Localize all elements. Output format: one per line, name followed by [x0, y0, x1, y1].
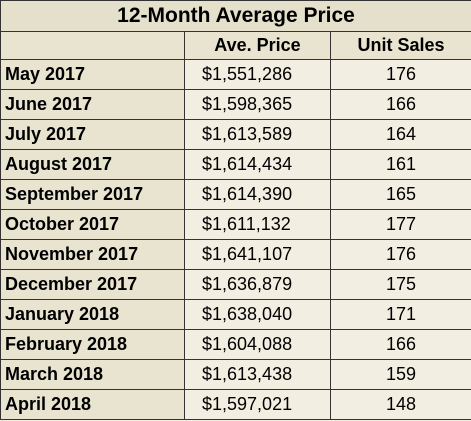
table-row: February 2018 $1,604,088 166 — [0, 329, 471, 360]
table-row: August 2017 $1,614,434 161 — [0, 149, 471, 180]
units-cell: 176 — [330, 239, 471, 270]
units-cell: 175 — [330, 269, 471, 300]
header-ave-price: Ave. Price — [184, 31, 331, 60]
price-cell: $1,614,390 — [184, 179, 331, 210]
units-cell: 159 — [330, 359, 471, 390]
month-cell: July 2017 — [0, 119, 185, 150]
price-cell: $1,604,088 — [184, 329, 331, 360]
month-cell: February 2018 — [0, 329, 185, 360]
units-cell: 148 — [330, 389, 471, 420]
header-month — [0, 31, 185, 60]
price-cell: $1,613,438 — [184, 359, 331, 390]
month-cell: April 2018 — [0, 389, 185, 420]
header-row: Ave. Price Unit Sales — [0, 31, 471, 60]
month-cell: June 2017 — [0, 89, 185, 120]
table-row: July 2017 $1,613,589 164 — [0, 119, 471, 150]
table-row: January 2018 $1,638,040 171 — [0, 299, 471, 330]
units-cell: 165 — [330, 179, 471, 210]
table-row: June 2017 $1,598,365 166 — [0, 89, 471, 120]
month-cell: August 2017 — [0, 149, 185, 180]
header-unit-sales: Unit Sales — [330, 31, 471, 60]
month-cell: May 2017 — [0, 59, 185, 90]
table-row: December 2017 $1,636,879 175 — [0, 269, 471, 300]
month-cell: January 2018 — [0, 299, 185, 330]
price-cell: $1,613,589 — [184, 119, 331, 150]
units-cell: 177 — [330, 209, 471, 240]
price-cell: $1,636,879 — [184, 269, 331, 300]
month-cell: November 2017 — [0, 239, 185, 270]
table-row: October 2017 $1,611,132 177 — [0, 209, 471, 240]
price-cell: $1,638,040 — [184, 299, 331, 330]
units-cell: 176 — [330, 59, 471, 90]
price-cell: $1,641,107 — [184, 239, 331, 270]
table-title: 12-Month Average Price — [0, 0, 471, 32]
month-cell: December 2017 — [0, 269, 185, 300]
price-cell: $1,614,434 — [184, 149, 331, 180]
month-cell: September 2017 — [0, 179, 185, 210]
units-cell: 164 — [330, 119, 471, 150]
units-cell: 161 — [330, 149, 471, 180]
table-row: April 2018 $1,597,021 148 — [0, 389, 471, 420]
month-cell: October 2017 — [0, 209, 185, 240]
units-cell: 166 — [330, 89, 471, 120]
table-body: May 2017 $1,551,286 176 June 2017 $1,598,365… — [0, 59, 471, 420]
units-cell: 171 — [330, 299, 471, 330]
table-row: March 2018 $1,613,438 159 — [0, 359, 471, 390]
units-cell: 166 — [330, 329, 471, 360]
title-row: 12-Month Average Price — [0, 0, 471, 32]
table-row: May 2017 $1,551,286 176 — [0, 59, 471, 90]
price-cell: $1,598,365 — [184, 89, 331, 120]
month-cell: March 2018 — [0, 359, 185, 390]
table-row: November 2017 $1,641,107 176 — [0, 239, 471, 270]
price-cell: $1,611,132 — [184, 209, 331, 240]
price-cell: $1,597,021 — [184, 389, 331, 420]
table-row: September 2017 $1,614,390 165 — [0, 179, 471, 210]
price-cell: $1,551,286 — [184, 59, 331, 90]
